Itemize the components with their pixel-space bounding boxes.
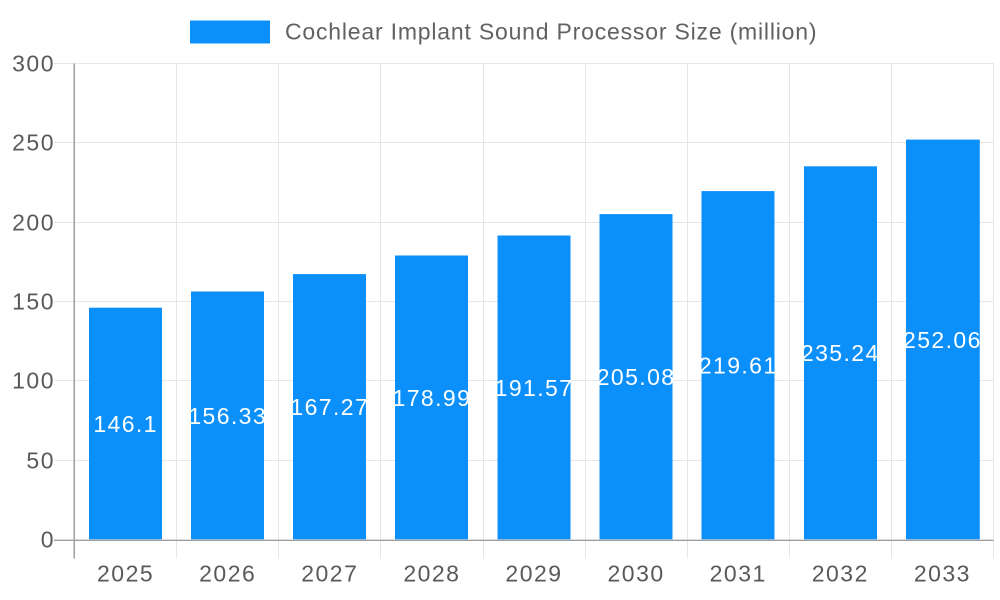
svg-text:100: 100: [12, 368, 55, 394]
svg-text:2026: 2026: [199, 561, 256, 587]
svg-text:2033: 2033: [914, 561, 971, 587]
svg-text:2032: 2032: [812, 561, 869, 587]
svg-text:205.08: 205.08: [597, 364, 676, 390]
svg-text:300: 300: [12, 51, 55, 77]
svg-text:219.61: 219.61: [699, 353, 778, 379]
svg-text:150: 150: [12, 289, 55, 315]
svg-text:2029: 2029: [505, 561, 562, 587]
svg-text:178.99: 178.99: [393, 385, 472, 411]
svg-text:235.24: 235.24: [801, 340, 880, 366]
svg-text:191.57: 191.57: [495, 375, 574, 401]
svg-text:50: 50: [26, 448, 55, 474]
svg-text:167.27: 167.27: [290, 394, 369, 420]
svg-text:250: 250: [12, 130, 55, 156]
svg-text:2030: 2030: [608, 561, 665, 587]
svg-text:2027: 2027: [301, 561, 358, 587]
svg-text:200: 200: [12, 210, 55, 236]
svg-text:2025: 2025: [97, 561, 154, 587]
svg-text:2031: 2031: [710, 561, 767, 587]
svg-text:0: 0: [41, 527, 55, 553]
svg-text:Cochlear Implant Sound Process: Cochlear Implant Sound Processor Size (m…: [285, 19, 817, 45]
svg-text:2028: 2028: [403, 561, 460, 587]
svg-text:156.33: 156.33: [188, 403, 267, 429]
svg-text:252.06: 252.06: [903, 327, 982, 353]
svg-text:146.1: 146.1: [93, 411, 158, 437]
